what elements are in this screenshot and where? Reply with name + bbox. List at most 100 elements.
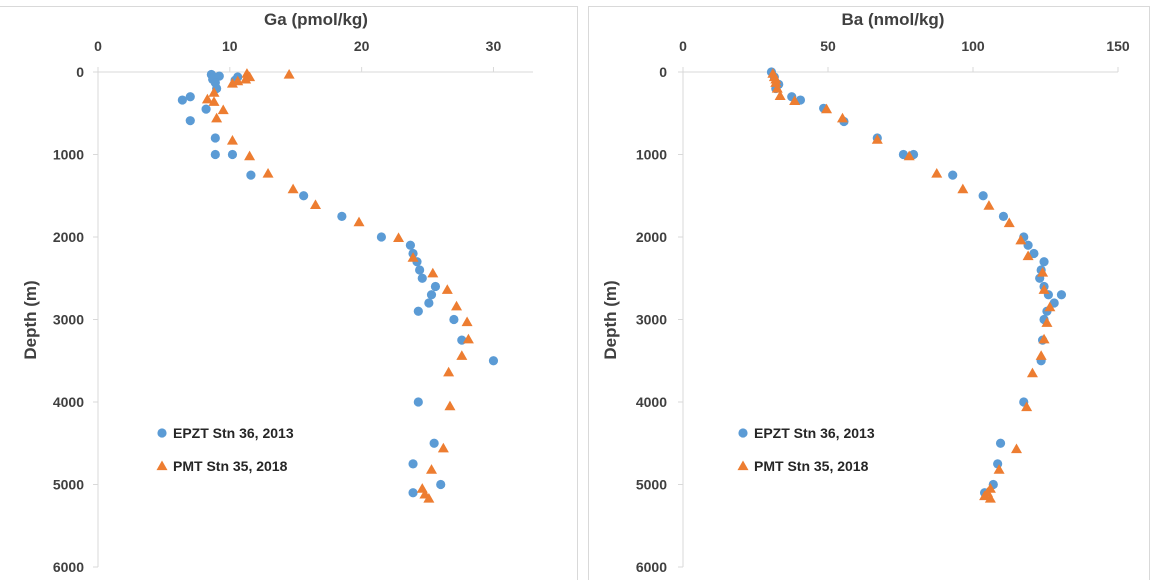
data-point-triangle (393, 232, 405, 242)
series-2-points (767, 68, 1056, 503)
legend-label: PMT Stn 35, 2018 (173, 458, 288, 474)
data-point-triangle (226, 134, 238, 145)
data-point-triangle (462, 333, 474, 344)
x-tick-label: 0 (679, 38, 687, 54)
data-point-triangle (211, 112, 223, 123)
data-point-triangle (208, 87, 220, 97)
series-2-points (201, 68, 474, 503)
data-point-triangle (217, 104, 229, 115)
data-point-triangle (903, 150, 915, 161)
x-tick-label: 10 (222, 38, 238, 54)
data-point-circle (998, 211, 1009, 221)
legend: EPZT Stn 36, 2013 PMT Stn 35, 2018 (737, 425, 875, 474)
data-point-triangle (1038, 333, 1050, 344)
data-point-circle (185, 92, 195, 102)
data-point-triangle (957, 183, 969, 194)
data-point-circle (413, 306, 423, 316)
y-tick-label: 0 (659, 64, 667, 80)
data-point-circle (299, 191, 309, 201)
data-point-circle (430, 281, 441, 292)
ga-chart-panel: Ga (pmol/kg) Depth (m) 0 10 20 30 0 1000 2000 300… (0, 6, 578, 580)
data-point-triangle (208, 96, 220, 106)
data-point-triangle (456, 350, 468, 360)
data-point-circle (1029, 248, 1039, 259)
data-point-circle (1039, 257, 1049, 267)
data-point-triangle (1021, 401, 1033, 412)
data-point-triangle (1011, 443, 1022, 454)
data-point-circle (376, 232, 387, 242)
ga-depth-scatter-chart: Ga (pmol/kg) Depth (m) 0 10 20 30 0 1000 2000 300… (21, 10, 533, 575)
x-tick-label: 30 (486, 38, 502, 54)
data-point-triangle (441, 284, 453, 294)
x-axis-title: Ga (pmol/kg) (264, 10, 368, 29)
data-point-circle (948, 170, 958, 180)
data-point-triangle (353, 216, 365, 227)
data-point-circle (210, 149, 220, 160)
legend-circle-icon (738, 428, 748, 438)
y-tick-label: 0 (76, 64, 84, 80)
data-point-triangle (444, 400, 456, 411)
data-point-triangle (993, 464, 1005, 474)
x-tick-label: 20 (354, 38, 370, 54)
data-point-circle (426, 290, 437, 300)
data-point-circle (1056, 290, 1067, 300)
data-point-triangle (821, 103, 833, 114)
data-point-circle (488, 356, 499, 366)
y-tick-label: 2000 (636, 229, 667, 245)
data-point-triangle (1015, 234, 1027, 245)
y-tick-label: 1000 (636, 147, 667, 163)
data-point-triangle (979, 490, 991, 501)
x-axis-title: Ba (nmol/kg) (842, 10, 945, 29)
data-point-circle (413, 397, 423, 407)
y-tick-label: 5000 (53, 477, 84, 493)
x-tick-label: 0 (94, 38, 102, 54)
legend-label: EPZT Stn 36, 2013 (754, 425, 875, 441)
data-point-triangle (983, 200, 995, 210)
y-tick-label: 3000 (636, 312, 667, 328)
data-point-triangle (1022, 250, 1034, 261)
y-axis-title: Depth (m) (21, 280, 40, 359)
data-point-triangle (1003, 217, 1015, 228)
legend-circle-icon (157, 428, 167, 438)
data-point-circle (408, 459, 418, 469)
y-tick-label: 2000 (53, 229, 84, 245)
legend-triangle-icon (737, 460, 749, 471)
y-tick-label: 6000 (636, 559, 667, 575)
data-point-triangle (1038, 284, 1050, 294)
data-point-triangle (774, 90, 786, 101)
data-point-triangle (984, 493, 996, 503)
y-tick-label: 4000 (636, 394, 667, 410)
legend: EPZT Stn 36, 2013 PMT Stn 35, 2018 (156, 425, 294, 474)
data-point-circle (337, 211, 347, 221)
legend-label: EPZT Stn 36, 2013 (173, 425, 294, 441)
data-point-circle (424, 298, 434, 308)
data-point-triangle (1037, 266, 1049, 277)
data-point-circle (436, 479, 446, 490)
data-point-triangle (837, 112, 848, 123)
data-point-circle (227, 149, 238, 160)
data-point-circle (415, 265, 425, 275)
data-point-triangle (407, 252, 419, 262)
data-point-circle (408, 488, 418, 498)
data-point-circle (177, 95, 187, 105)
x-tick-label: 150 (1106, 38, 1130, 54)
data-point-triangle (427, 267, 439, 278)
data-point-circle (417, 273, 427, 283)
data-point-circle (995, 438, 1006, 448)
legend-triangle-icon (156, 460, 168, 471)
y-axis-title: Depth (m) (601, 280, 620, 359)
data-point-circle (201, 104, 211, 114)
data-point-triangle (423, 493, 435, 503)
data-point-triangle (1041, 317, 1053, 327)
data-point-triangle (437, 442, 449, 453)
data-point-circle (429, 438, 439, 448)
data-point-triangle (262, 167, 274, 178)
y-tick-label: 3000 (53, 312, 84, 328)
data-point-triangle (226, 78, 238, 88)
data-point-triangle (789, 95, 801, 105)
y-tick-label: 6000 (53, 559, 84, 575)
data-point-triangle (426, 464, 437, 474)
data-point-circle (405, 240, 416, 250)
data-point-circle (185, 116, 195, 126)
data-point-triangle (770, 77, 782, 87)
